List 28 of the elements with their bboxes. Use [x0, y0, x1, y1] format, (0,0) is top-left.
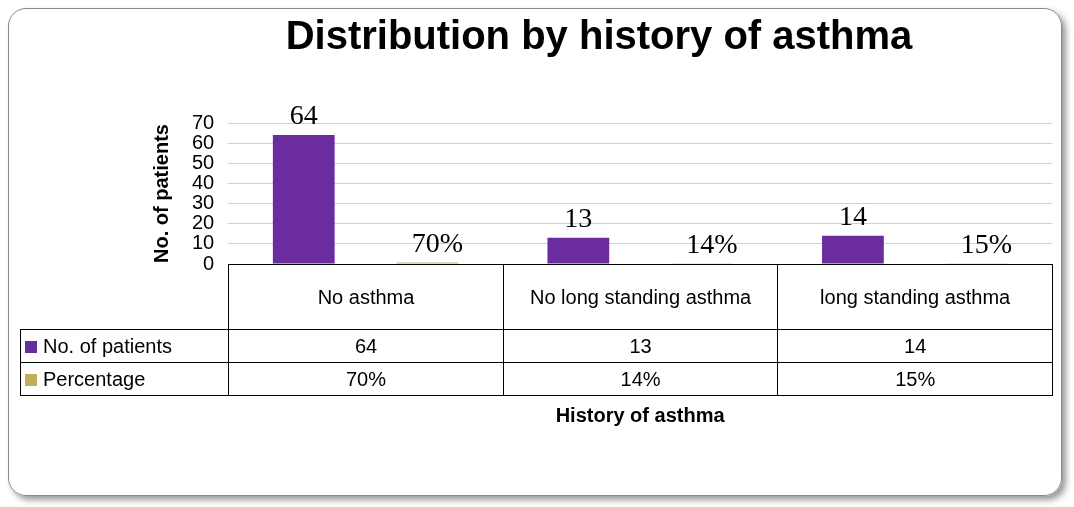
- x-axis-title: History of asthma: [554, 404, 726, 427]
- y-tick-label: 20: [192, 211, 215, 234]
- data-label: 13: [503, 329, 778, 363]
- y-tick-label: 50: [192, 150, 215, 173]
- legend-label: No. of patients: [43, 334, 172, 357]
- y-tick-label: 0: [203, 251, 215, 274]
- data-label: 70%: [228, 362, 504, 396]
- text: 15%: [960, 228, 1013, 260]
- y-tick-label: 10: [192, 231, 215, 254]
- x-tick-label: No long standing asthma: [503, 264, 778, 330]
- legend-label: Percentage: [43, 367, 146, 390]
- text: 14: [838, 200, 867, 232]
- y-tick-label: 40: [192, 170, 215, 193]
- text: 14%: [686, 228, 738, 260]
- chart-title: Distribution by history of asthma: [285, 13, 914, 58]
- x-tick-label: No asthma: [228, 264, 504, 330]
- y-axis-title: No. of patients: [149, 124, 172, 263]
- data-label: 15%: [777, 362, 1053, 396]
- y-tick-label: 70: [192, 110, 215, 133]
- y-tick-label: 60: [192, 130, 215, 153]
- text: 64: [289, 99, 318, 131]
- text: 70%: [411, 226, 463, 258]
- x-tick-label: long standing asthma: [777, 264, 1053, 330]
- data-label: 14%: [503, 362, 778, 396]
- y-tick-label: 30: [192, 191, 215, 214]
- text: 13: [564, 202, 593, 234]
- data-label: 14: [777, 329, 1053, 363]
- data-label: 64: [228, 329, 504, 363]
